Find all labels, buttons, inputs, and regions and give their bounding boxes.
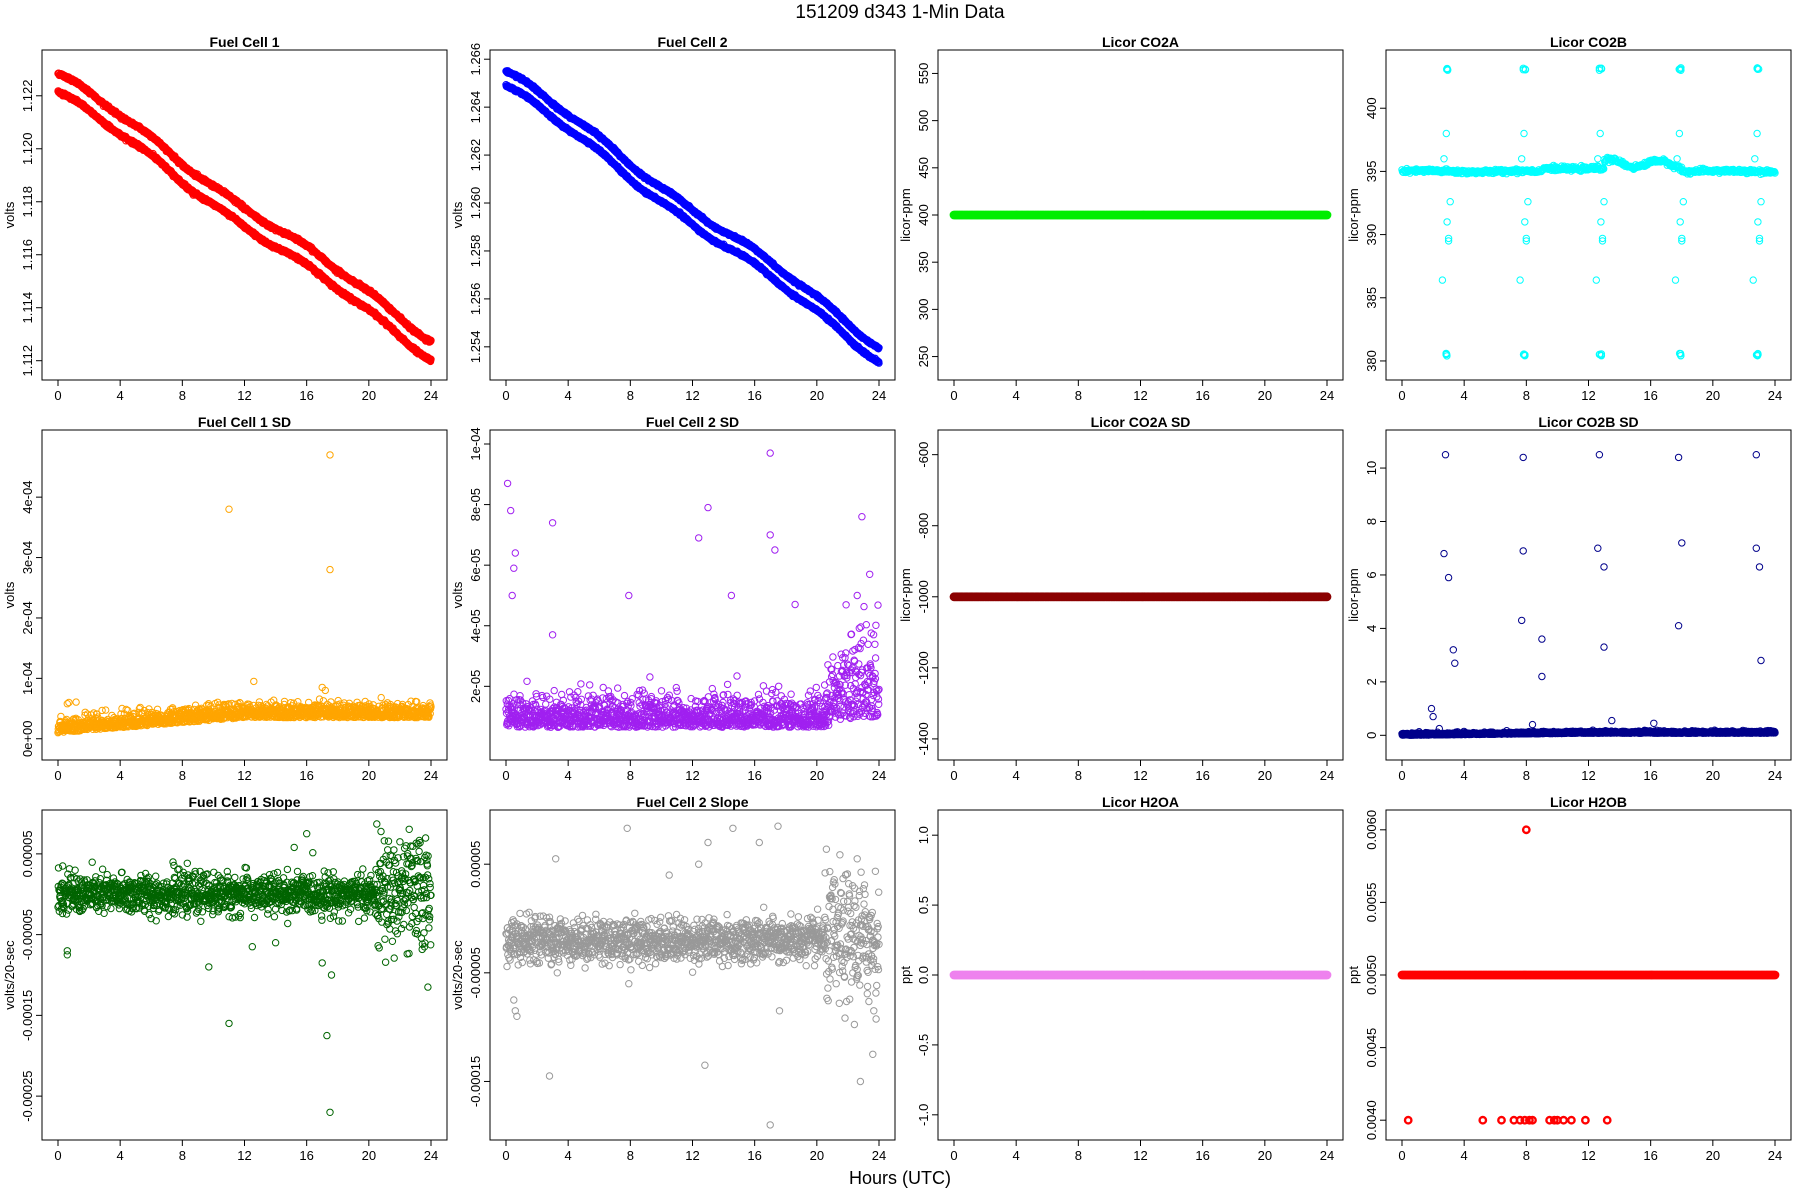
y-tick-label: 1.112 [20,345,35,377]
y-tick-label: 1.258 [468,235,483,268]
y-tick-label: 1.120 [20,132,35,165]
panel-2: Fuel Cell 2 0 4 8 12 16 20 24 1.254 1.256 1.258 1.2… [450,34,896,403]
x-tick-label: 16 [747,388,761,403]
x-tick-label: 12 [685,388,699,403]
y-tick-label: 1.114 [20,292,35,324]
y-axis-label: volts [450,201,465,228]
y-tick-label: 1.262 [468,139,483,172]
panel-1: Fuel Cell 1 0 4 8 12 16 20 24 1.112 1.114 1.116 1.1… [2,34,448,403]
x-tick-label: 0 [502,388,509,403]
y-tick-label: 1.116 [20,239,35,271]
x-tick-label: 12 [237,388,251,403]
x-tick-label: 16 [299,388,313,403]
y-tick-label: 1.118 [20,186,35,218]
x-tick-label: 0 [54,388,61,403]
y-axis-label: volts [2,201,17,228]
y-tick-label: 1.256 [468,283,483,316]
x-tick-label: 24 [424,388,438,403]
x-tick-label: 8 [179,388,186,403]
y-tick-label: 1.266 [468,43,483,76]
x-tick-label: 20 [810,388,824,403]
x-tick-label: 24 [872,388,886,403]
x-tick-label: 4 [117,388,124,403]
y-tick-label: 1.254 [468,331,483,364]
figure-title: 151209 d343 1-Min Data [795,2,1005,23]
data-points [502,67,883,367]
x-tick-label: 20 [362,388,376,403]
x-tick-label: 8 [627,388,634,403]
panel-title: Fuel Cell 1 [209,34,279,50]
y-tick-label: 1.264 [468,91,483,124]
data-points [54,69,435,366]
y-tick-label: 1.260 [468,187,483,220]
x-tick-label: 4 [565,388,572,403]
panel-title: Fuel Cell 2 [657,34,727,50]
y-tick-label: 1.122 [20,80,35,113]
